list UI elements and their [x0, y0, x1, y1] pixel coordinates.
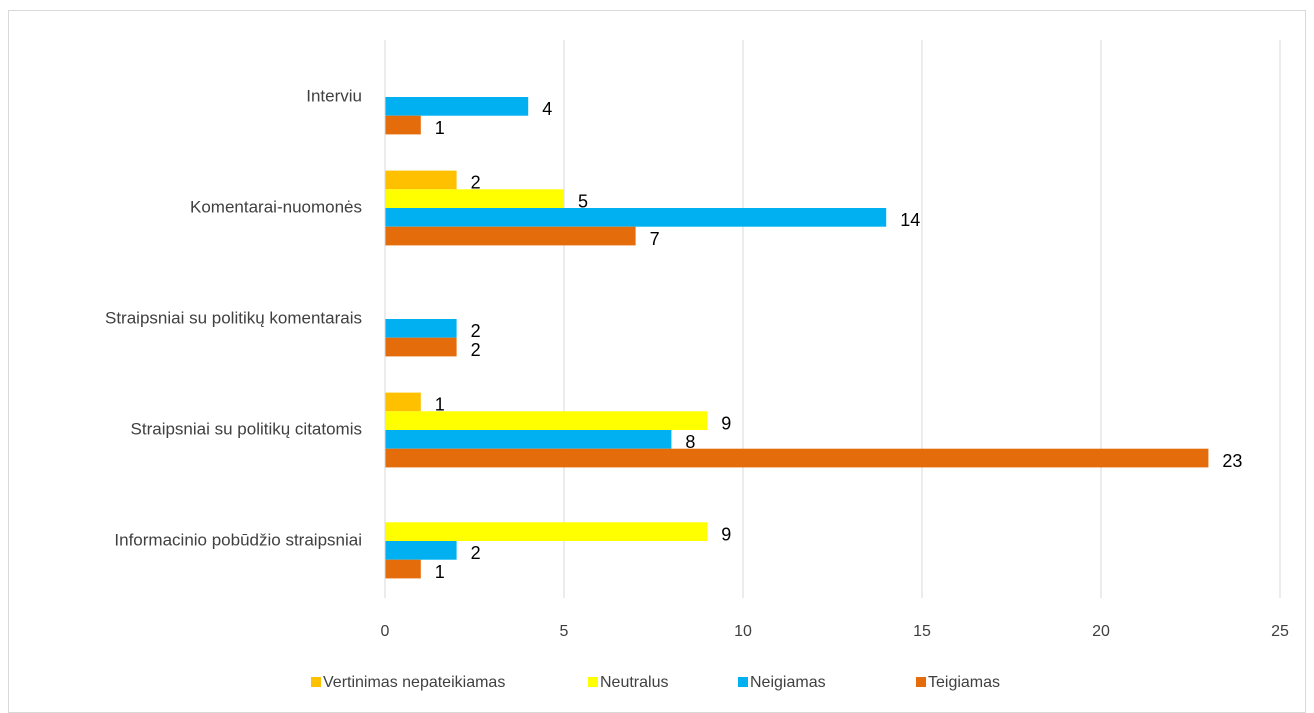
- legend-swatch: [916, 677, 926, 687]
- x-tick-label: 25: [1271, 623, 1289, 640]
- legend-swatch: [588, 677, 598, 687]
- bar: [385, 115, 421, 135]
- bar: [385, 448, 1209, 468]
- data-label: 8: [685, 432, 695, 452]
- data-label: 2: [471, 321, 481, 341]
- category-label: Interviu: [306, 86, 362, 105]
- bar: [385, 97, 529, 116]
- chart-border: [8, 10, 1306, 713]
- data-label: 7: [650, 229, 660, 249]
- legend-label: Teigiamas: [928, 674, 1000, 691]
- bar: [385, 541, 457, 560]
- data-label: 9: [721, 524, 731, 544]
- x-tick-label: 5: [560, 623, 569, 640]
- x-tick-label: 10: [734, 623, 752, 640]
- bar: [385, 411, 708, 430]
- data-label: 2: [471, 173, 481, 193]
- legend-swatch: [311, 677, 321, 687]
- category-label: Komentarai-nuomonės: [190, 197, 362, 216]
- category-label: Straipsniai su politikų citatomis: [131, 419, 362, 438]
- bar: [385, 337, 457, 357]
- data-label: 14: [900, 210, 920, 230]
- x-tick-label: 0: [381, 623, 390, 640]
- bar: [385, 559, 421, 579]
- category-label: Straipsniai su politikų komentarais: [105, 308, 362, 327]
- data-label: 1: [435, 395, 445, 415]
- bar: [385, 170, 457, 190]
- legend-label: Neutralus: [600, 674, 668, 691]
- data-label: 9: [721, 413, 731, 433]
- bar: [385, 226, 636, 246]
- data-label: 23: [1222, 451, 1242, 471]
- bar: [385, 189, 564, 208]
- legend-label: Vertinimas nepateikiamas: [323, 674, 505, 691]
- data-label: 2: [471, 543, 481, 563]
- data-label: 4: [542, 99, 552, 119]
- data-label: 1: [435, 562, 445, 582]
- bar: [385, 208, 887, 227]
- data-label: 5: [578, 191, 588, 211]
- bar: [385, 392, 421, 412]
- bar: [385, 522, 708, 541]
- legend-swatch: [738, 677, 748, 687]
- x-tick-label: 15: [913, 623, 931, 640]
- legend-label: Neigiamas: [750, 674, 826, 691]
- x-tick-label: 20: [1092, 623, 1110, 640]
- data-label: 2: [471, 340, 481, 360]
- bar: [385, 430, 672, 449]
- category-label: Informacinio pobūdžio straipsniai: [114, 530, 362, 549]
- data-label: 1: [435, 118, 445, 138]
- bar: [385, 319, 457, 338]
